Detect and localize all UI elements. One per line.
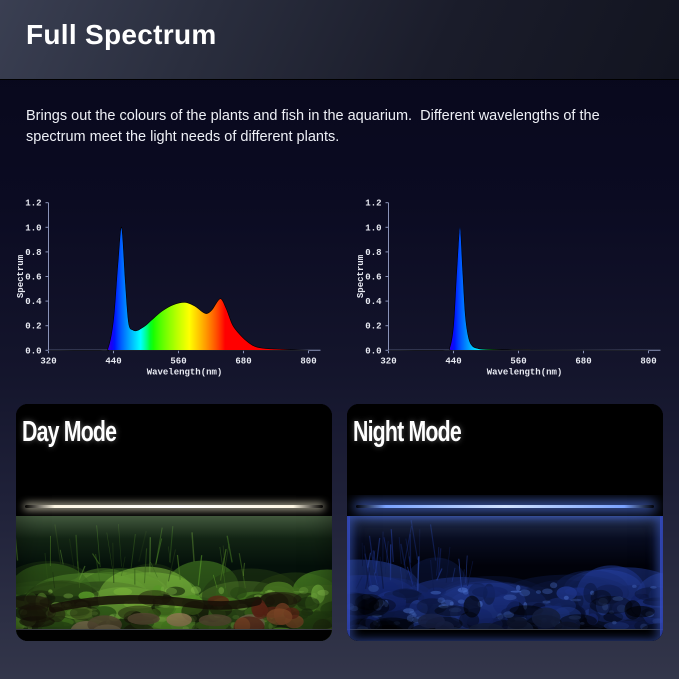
svg-text:Wavelength(nm): Wavelength(nm) — [147, 367, 223, 377]
svg-text:320: 320 — [380, 356, 396, 366]
svg-text:0.6: 0.6 — [25, 273, 41, 283]
svg-text:0.0: 0.0 — [365, 346, 381, 356]
svg-text:0.8: 0.8 — [25, 248, 41, 258]
svg-text:560: 560 — [170, 356, 186, 366]
svg-text:0.6: 0.6 — [365, 273, 381, 283]
svg-text:0.4: 0.4 — [25, 297, 42, 307]
svg-text:0.2: 0.2 — [365, 322, 381, 332]
svg-text:1.0: 1.0 — [365, 223, 381, 233]
svg-text:800: 800 — [640, 356, 656, 366]
svg-text:1.2: 1.2 — [365, 199, 381, 209]
svg-text:0.0: 0.0 — [25, 346, 41, 356]
svg-text:800: 800 — [300, 356, 316, 366]
svg-text:0.4: 0.4 — [365, 297, 382, 307]
svg-text:Spectrum: Spectrum — [16, 254, 26, 298]
svg-text:1.0: 1.0 — [25, 223, 41, 233]
svg-text:440: 440 — [445, 356, 461, 366]
svg-text:440: 440 — [105, 356, 121, 366]
svg-text:560: 560 — [510, 356, 526, 366]
svg-text:1.2: 1.2 — [25, 199, 41, 209]
svg-text:0.8: 0.8 — [365, 248, 381, 258]
svg-text:Wavelength(nm): Wavelength(nm) — [487, 367, 563, 377]
svg-text:680: 680 — [235, 356, 251, 366]
svg-text:Spectrum: Spectrum — [356, 254, 366, 298]
svg-text:680: 680 — [575, 356, 591, 366]
svg-text:0.2: 0.2 — [25, 322, 41, 332]
svg-text:320: 320 — [40, 356, 56, 366]
